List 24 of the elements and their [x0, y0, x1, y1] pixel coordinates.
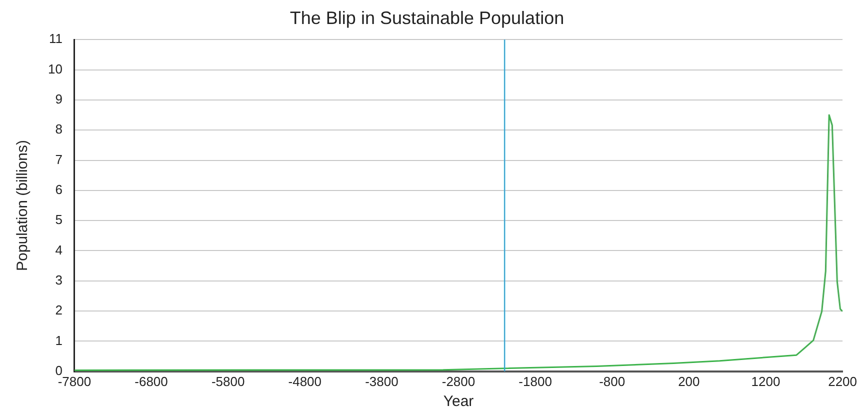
y-tick-label: 7 [55, 152, 62, 167]
y-tick-label: 5 [55, 212, 62, 228]
x-tick-label: 200 [678, 374, 700, 389]
y-tick-label: 11 [48, 31, 62, 46]
chart-title: The Blip in Sustainable Population [290, 8, 564, 28]
x-tick-label: 2200 [828, 374, 857, 389]
y-tick-label: 9 [55, 92, 62, 107]
x-tick-label: -4800 [288, 374, 322, 389]
x-axis-title: Year [443, 393, 474, 410]
x-tick-label: 1200 [751, 374, 780, 389]
x-tick-label: -3800 [365, 374, 398, 389]
y-tick-label: 10 [48, 61, 62, 76]
x-tick-label: -5800 [211, 374, 245, 389]
y-axis-title: Population (billions) [14, 140, 32, 271]
x-tick-label: -1800 [518, 374, 552, 389]
x-tick-label: -800 [599, 374, 626, 389]
x-tick-label: -2800 [442, 374, 476, 389]
y-tick-label: 4 [55, 242, 62, 258]
y-tick-label: 2 [55, 302, 62, 318]
y-tick-label: 6 [55, 182, 62, 197]
y-tick-label: 3 [55, 272, 62, 288]
y-tick-label: 8 [55, 122, 62, 137]
y-tick-label: 1 [55, 332, 62, 348]
x-tick-label: -6800 [134, 374, 168, 389]
